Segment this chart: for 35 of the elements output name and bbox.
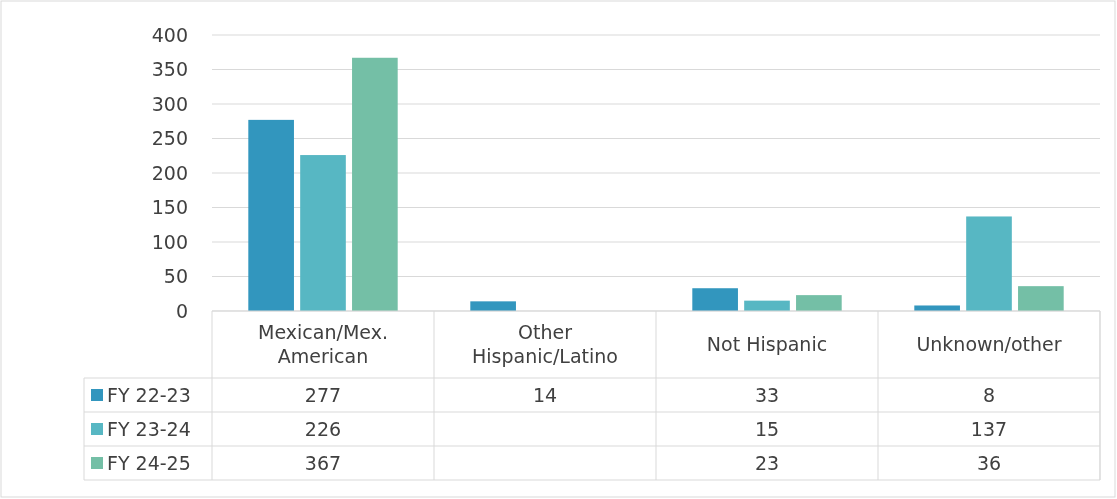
y-tick-label: 200 — [151, 161, 188, 184]
legend-label: FY 23-24 — [107, 417, 191, 440]
y-tick-label: 50 — [163, 265, 188, 288]
bar — [300, 155, 346, 311]
data-label: 277 — [304, 383, 342, 406]
data-label: 14 — [532, 383, 558, 406]
x-tick-label: Not Hispanic — [706, 333, 828, 356]
y-tick-label: 400 — [151, 23, 188, 46]
bar — [470, 301, 516, 311]
y-tick-label: 350 — [151, 58, 188, 81]
bar — [914, 305, 960, 311]
bar — [1018, 286, 1064, 311]
legend-label: FY 22-23 — [107, 383, 191, 406]
bar — [352, 57, 398, 311]
data-label: 367 — [304, 451, 342, 474]
legend-label: FY 24-25 — [107, 451, 191, 474]
data-label: 226 — [304, 417, 342, 440]
bar — [796, 295, 842, 311]
y-tick-label: 150 — [151, 196, 188, 219]
y-tick-label: 250 — [151, 127, 188, 150]
bar — [966, 216, 1012, 311]
y-tick-label: 0 — [175, 299, 188, 322]
y-tick-label: 300 — [151, 92, 188, 115]
data-label: 23 — [754, 451, 780, 474]
x-tick-label: Mexican/Mex. American — [258, 321, 388, 368]
y-tick-label: 100 — [151, 230, 188, 253]
x-tick-label: Other Hispanic/Latino — [472, 321, 618, 368]
bar — [248, 119, 294, 311]
data-label: 15 — [754, 417, 780, 440]
data-label: 8 — [982, 383, 996, 406]
data-label: 33 — [754, 383, 780, 406]
data-label: 36 — [976, 451, 1002, 474]
bar — [692, 288, 738, 311]
data-label: 137 — [970, 417, 1008, 440]
x-tick-label: Unknown/other — [916, 333, 1062, 356]
